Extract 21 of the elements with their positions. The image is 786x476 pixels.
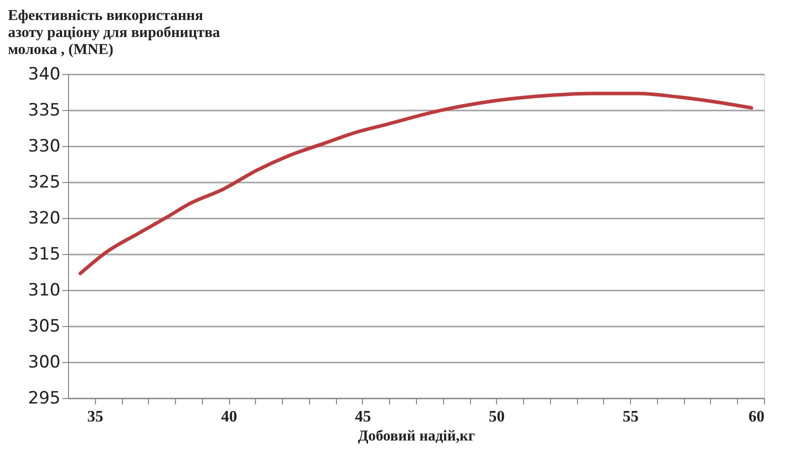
x-tick-label: 60	[748, 408, 764, 426]
text: молока , (MNE)	[8, 42, 114, 58]
y-tick-label: 335	[28, 100, 60, 120]
x-tick-label: 45	[354, 408, 371, 426]
line-series	[78, 92, 754, 276]
x-tick-label: 35	[87, 408, 104, 426]
y-tick-label: 300	[28, 352, 60, 372]
x-tick-label: 40	[221, 408, 238, 426]
text: азоту раціону для виробництва	[8, 25, 220, 41]
x-axis-title: Добовий надій,кг	[358, 428, 476, 444]
x-tick-label: 50	[488, 408, 505, 426]
text: Ефективність використання	[8, 8, 204, 24]
x-tick-label: 55	[622, 408, 639, 426]
y-tick-label: 310	[28, 280, 60, 300]
y-tick-label: 320	[28, 208, 60, 228]
y-tick-label: 325	[28, 172, 60, 192]
y-tick-label: 330	[28, 136, 60, 156]
y-tick-label: 340	[28, 64, 60, 84]
y-tick-label: 295	[28, 388, 60, 408]
y-tick-label: 305	[28, 316, 60, 336]
y-tick-label: 315	[28, 244, 60, 264]
